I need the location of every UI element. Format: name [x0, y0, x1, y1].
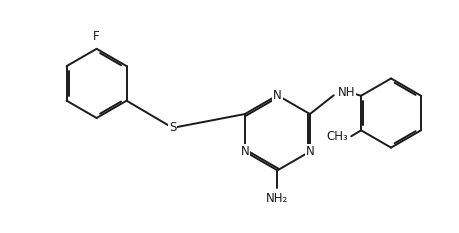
Text: N: N: [306, 145, 314, 158]
Text: N: N: [273, 89, 282, 102]
Text: NH: NH: [338, 86, 355, 99]
Text: CH₃: CH₃: [326, 130, 348, 143]
Text: F: F: [93, 30, 100, 43]
Text: NH₂: NH₂: [266, 192, 289, 205]
Text: N: N: [241, 145, 249, 158]
Text: S: S: [169, 121, 176, 134]
